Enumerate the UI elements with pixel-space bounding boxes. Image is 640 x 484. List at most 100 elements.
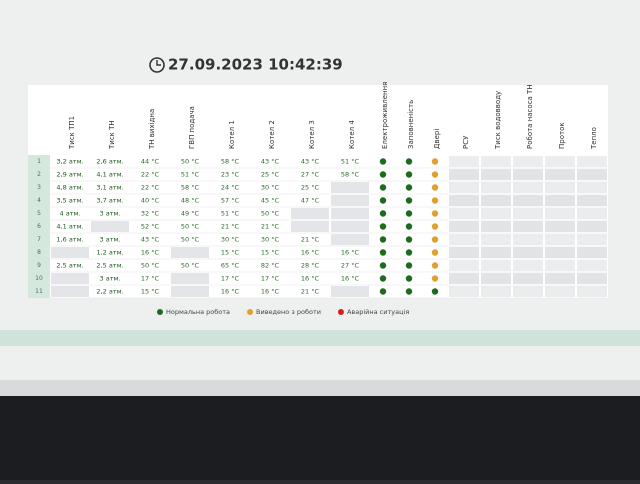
extra-cell (481, 286, 511, 297)
reading: 50 °C (181, 262, 200, 270)
extra-cell (449, 260, 479, 271)
reading: 50 °C (141, 262, 160, 270)
reading: 30 °C (221, 236, 240, 244)
reading: 58 °C (221, 158, 240, 166)
reading: 50 °C (181, 236, 200, 244)
extra-cell (449, 169, 479, 180)
empty-cell (51, 247, 89, 258)
clock-icon (149, 57, 165, 73)
reading: 16 °C (341, 275, 360, 283)
reading: 17 °C (261, 275, 280, 283)
reading: 1,2 атм. (96, 249, 123, 257)
extra-cell (577, 182, 607, 193)
empty-cell (331, 234, 369, 245)
reading: 51 °C (181, 171, 200, 179)
extra-cell (577, 273, 607, 284)
column-header: Тиск ТП1 (68, 116, 76, 150)
reading: 4,8 атм. (56, 184, 83, 192)
reading: 16 °C (301, 275, 320, 283)
column-header: РСУ (462, 135, 470, 149)
row-id: 3 (37, 184, 41, 191)
reading: 30 °C (261, 236, 280, 244)
extra-cell (545, 247, 575, 258)
extra-cell (449, 234, 479, 245)
legend-dot (157, 309, 163, 315)
reading: 17 °C (141, 275, 160, 283)
bezel (0, 380, 640, 396)
status-dot (431, 249, 439, 256)
reading: 52 °C (141, 223, 160, 231)
row-id-cell (28, 233, 50, 246)
row-id: 1 (37, 158, 41, 165)
status-dot (379, 210, 387, 217)
status-dot (405, 262, 413, 269)
extra-cell (481, 234, 511, 245)
legend-label: Виведено з роботи (256, 308, 321, 316)
reading: 43 °C (261, 158, 280, 166)
row-id: 8 (37, 249, 41, 256)
row-id-cell (28, 155, 50, 168)
extra-cell (513, 234, 543, 245)
column-header: Проток (558, 122, 566, 149)
status-dot (379, 158, 387, 165)
reading: 16 °C (301, 249, 320, 257)
row-id-cell (28, 259, 50, 272)
reading: 48 °C (181, 197, 200, 205)
column-header: Котел 4 (348, 120, 356, 149)
reading: 2,5 атм. (96, 262, 123, 270)
empty-cell (51, 286, 89, 297)
reading: 51 °C (221, 210, 240, 218)
reading: 3,7 атм. (96, 197, 123, 205)
reading: 25 °C (261, 171, 280, 179)
status-dot (431, 262, 439, 269)
reading: 50 °C (181, 158, 200, 166)
reading: 21 °C (301, 236, 320, 244)
empty-cell (331, 221, 369, 232)
reading: 27 °C (341, 262, 360, 270)
extra-cell (545, 260, 575, 271)
status-dot (379, 236, 387, 243)
status-dot (405, 288, 413, 295)
clock-hands (156, 60, 161, 66)
reading: 3,2 атм. (56, 158, 83, 166)
status-dot (431, 236, 439, 243)
column-header: Заповненість (407, 100, 415, 149)
status-dot (405, 249, 413, 256)
reading: 3 атм. (100, 210, 121, 218)
extra-cell (545, 234, 575, 245)
reading: 3 атм. (100, 236, 121, 244)
extra-cell (577, 221, 607, 232)
reading: 22 °C (141, 171, 160, 179)
extra-cell (449, 182, 479, 193)
reading: 28 °C (301, 262, 320, 270)
reading: 65 °C (221, 262, 240, 270)
status-dot (405, 184, 413, 191)
column-header: Електроживлення (381, 82, 389, 149)
status-dot (405, 210, 413, 217)
row-id: 10 (35, 275, 43, 282)
reading: 4,1 атм. (56, 223, 83, 231)
status-dot (405, 158, 413, 165)
reading: 21 °C (261, 223, 280, 231)
reading: 21 °C (301, 288, 320, 296)
extra-cell (481, 273, 511, 284)
extra-cell (545, 286, 575, 297)
status-dot (379, 262, 387, 269)
reading: 40 °C (141, 197, 160, 205)
reading: 4,1 атм. (96, 171, 123, 179)
extra-cell (513, 195, 543, 206)
status-dot (379, 197, 387, 204)
datetime: 27.09.2023 10:42:39 (168, 56, 343, 74)
extra-cell (513, 169, 543, 180)
extra-cell (577, 195, 607, 206)
empty-cell (331, 208, 369, 219)
row-id: 4 (37, 197, 41, 204)
extra-cell (449, 247, 479, 258)
row-id: 5 (37, 210, 41, 217)
extra-cell (577, 208, 607, 219)
reading: 3,5 атм. (56, 197, 83, 205)
extra-cell (545, 273, 575, 284)
reading: 21 °C (221, 223, 240, 231)
column-header: Котел 3 (308, 120, 316, 149)
empty-cell (51, 273, 89, 284)
